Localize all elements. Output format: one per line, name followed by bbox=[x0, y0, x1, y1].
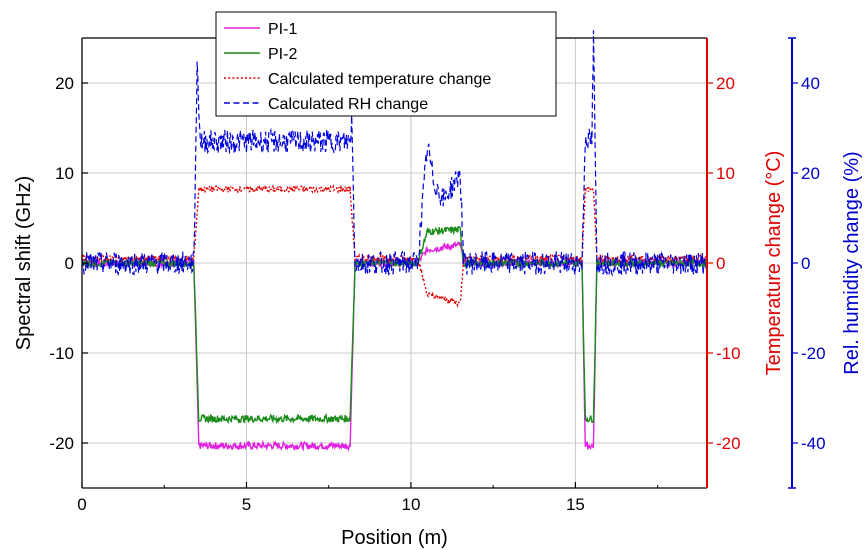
left-tick-label: -20 bbox=[49, 434, 74, 453]
legend-label: PI-1 bbox=[268, 21, 297, 38]
plot-area bbox=[81, 30, 708, 453]
x-tick-label: 0 bbox=[77, 495, 86, 514]
temperature-tick-label: 20 bbox=[716, 74, 735, 93]
left-tick-label: 20 bbox=[55, 74, 74, 93]
humidity-axis-title: Rel. humidity change (%) bbox=[841, 151, 863, 374]
left-axis-title: Spectral shift (GHz) bbox=[13, 176, 35, 350]
legend-box bbox=[215, 11, 557, 117]
x-axis-title: Position (m) bbox=[341, 527, 448, 549]
humidity-tick-label: 20 bbox=[801, 164, 820, 183]
left-tick-label: 0 bbox=[65, 254, 74, 273]
axes: 0 5 10 15 20 10 0 -10 -20 20 10 0 -10 -20 40 20 0 -20 -40 P… bbox=[13, 37, 863, 549]
legend-label: Calculated RH change bbox=[268, 96, 428, 113]
x-tick-label: 10 bbox=[401, 495, 420, 514]
legend-label: PI-2 bbox=[268, 46, 297, 63]
temperature-tick-label: -10 bbox=[716, 344, 741, 363]
humidity-tick-label: -40 bbox=[801, 434, 826, 453]
temperature-tick-label: 10 bbox=[716, 164, 735, 183]
series-line-pi-1 bbox=[81, 240, 708, 453]
x-tick-label: 5 bbox=[242, 495, 251, 514]
legend-label: Calculated temperature change bbox=[268, 71, 491, 88]
temperature-axis-title: Temperature change (°C) bbox=[763, 151, 785, 376]
series-line-calculated-rh-change bbox=[81, 30, 708, 277]
temperature-tick-label: 0 bbox=[716, 254, 725, 273]
left-tick-label: -10 bbox=[49, 344, 74, 363]
left-tick-label: 10 bbox=[55, 164, 74, 183]
humidity-tick-label: 0 bbox=[801, 254, 810, 273]
x-tick-label: 15 bbox=[566, 495, 585, 514]
legend: PI-1 PI-2 Calculated temperature change Cal… bbox=[215, 11, 557, 117]
series-line-calculated-temperature-change bbox=[81, 184, 708, 308]
temperature-tick-label: -20 bbox=[716, 434, 741, 453]
humidity-tick-label: 40 bbox=[801, 74, 820, 93]
humidity-tick-label: -20 bbox=[801, 344, 826, 363]
